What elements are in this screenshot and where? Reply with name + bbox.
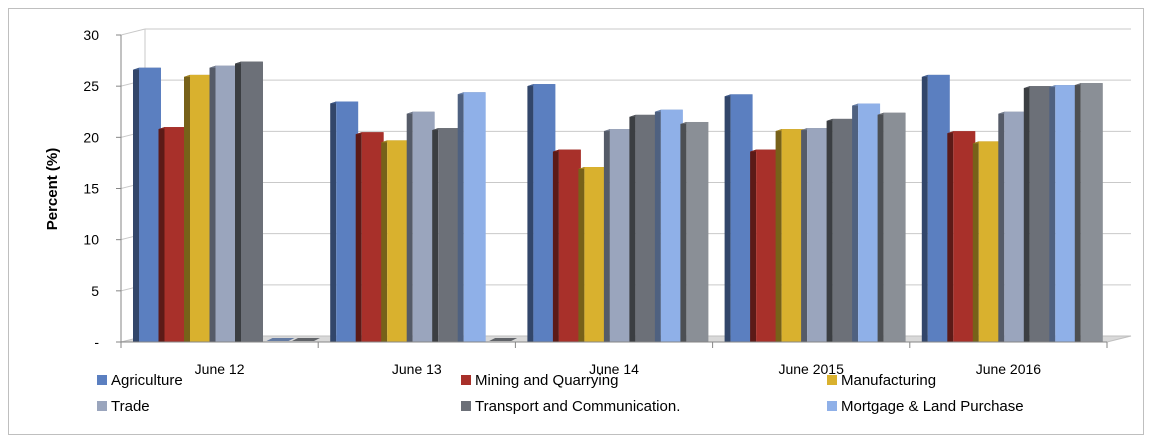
y-tick-label: - [94, 334, 99, 350]
legend-label: Transport and Communication. [475, 398, 680, 415]
gridline-side [120, 28, 146, 36]
bar [558, 149, 581, 342]
legend-label: Mining and Quarrying [475, 372, 618, 389]
legend-swatch [827, 401, 837, 411]
bar-side [877, 112, 884, 342]
bar [139, 67, 161, 342]
bar [609, 129, 632, 342]
bar [781, 129, 804, 342]
chart-frame: June 12 June 13 June 14 June 2015 June 2016 -… [8, 8, 1144, 435]
bar-side [1049, 85, 1056, 342]
bar-side [578, 167, 585, 342]
legend-swatch [461, 401, 471, 411]
bar-side [158, 127, 165, 342]
legend: Agriculture Mining and Quarrying Manufactu… [97, 372, 1024, 415]
bar [953, 131, 976, 342]
y-axis-label: Percent (%) [44, 148, 61, 231]
bar [756, 149, 779, 342]
legend-swatch [827, 375, 837, 385]
bar [858, 103, 881, 343]
bar [927, 74, 950, 342]
bar [387, 140, 410, 342]
bar [978, 141, 1001, 342]
bar-side [457, 92, 464, 342]
bar-side [552, 149, 559, 342]
bar-side [1023, 86, 1030, 343]
bar [336, 101, 359, 343]
bar [215, 65, 238, 342]
bar-side [432, 128, 439, 342]
bar-side [972, 141, 979, 342]
x-tick-label: June 2016 [976, 361, 1042, 377]
bar [164, 127, 187, 342]
bar [1004, 111, 1027, 342]
bar [361, 132, 384, 342]
bar [438, 128, 461, 342]
bar [730, 94, 753, 342]
bar-side [1074, 83, 1081, 342]
legend-swatch [97, 375, 107, 385]
bar-flat [489, 338, 518, 341]
bar-side [330, 101, 337, 343]
bar [1029, 86, 1052, 343]
bar-side [852, 103, 859, 343]
x-tick-label: June 12 [195, 361, 245, 377]
bar [1080, 83, 1103, 342]
bar [584, 167, 607, 342]
bar-side [724, 94, 731, 342]
x-tick-label: June 13 [392, 361, 442, 377]
legend-label: Mortgage & Land Purchase [841, 398, 1024, 415]
y-tick-label: 25 [83, 78, 99, 94]
bar-side [184, 74, 190, 342]
bar [686, 121, 709, 342]
bar [807, 128, 830, 342]
bars-layer [133, 61, 1103, 343]
bar-side [775, 129, 782, 342]
bar-flat [292, 338, 320, 341]
bar-side [998, 111, 1005, 342]
legend-swatch [97, 401, 107, 411]
bar [241, 61, 263, 343]
bar-side [750, 149, 757, 342]
bar-side [826, 118, 833, 342]
bar [412, 111, 435, 342]
bar-side [355, 132, 362, 342]
y-tick-label: 15 [83, 181, 99, 197]
bar-side [133, 67, 139, 342]
bar-side [527, 84, 534, 343]
bar-flat [266, 338, 295, 341]
bar-side [603, 129, 610, 342]
y-tick-label: 5 [91, 283, 99, 299]
legend-label: Agriculture [111, 372, 183, 389]
y-tick-label: 10 [83, 232, 99, 248]
bar [883, 112, 906, 342]
bar [463, 92, 486, 342]
legend-swatch [461, 375, 471, 385]
bar-side [209, 65, 216, 342]
y-tick-label: 30 [83, 27, 99, 43]
bar [660, 109, 683, 342]
bar [533, 84, 556, 343]
bar-side [801, 128, 808, 342]
bar [190, 74, 212, 342]
bar-side [680, 121, 687, 342]
legend-label: Manufacturing [841, 372, 936, 389]
bar-side [629, 114, 636, 342]
x-tick-label: June 2015 [778, 361, 844, 377]
bar-side [235, 61, 241, 343]
bar-side [654, 109, 661, 342]
bar [1055, 85, 1078, 342]
bar-side [921, 74, 928, 342]
bar-side [947, 131, 954, 342]
bar [832, 118, 855, 342]
bar-chart: June 12 June 13 June 14 June 2015 June 2016 -… [44, 27, 1132, 415]
axis-layer: June 12 June 13 June 14 June 2015 June 2016 -… [83, 27, 1108, 377]
bar [635, 114, 658, 342]
x-tick-label: June 14 [589, 361, 639, 377]
bar-side [406, 111, 413, 342]
y-tick-label: 20 [83, 129, 99, 145]
bar-side [381, 140, 388, 342]
legend-label: Trade [111, 398, 150, 415]
